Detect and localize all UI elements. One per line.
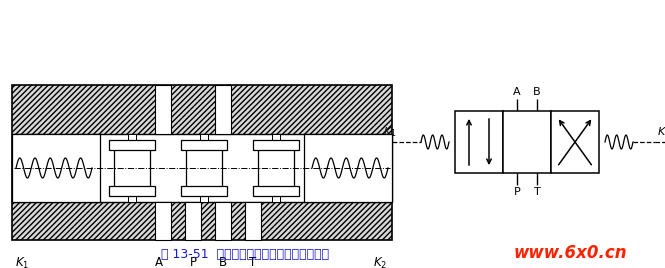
Text: T: T bbox=[249, 256, 257, 268]
Bar bbox=[272, 134, 280, 202]
Bar bbox=[128, 134, 136, 202]
Bar bbox=[200, 134, 208, 202]
Bar bbox=[12, 134, 392, 202]
Bar bbox=[185, 202, 201, 240]
Bar bbox=[215, 202, 231, 240]
Bar bbox=[455, 111, 503, 173]
Bar bbox=[503, 111, 551, 173]
Bar bbox=[245, 202, 261, 240]
Text: P: P bbox=[190, 256, 196, 268]
Text: A: A bbox=[155, 256, 163, 268]
Text: A: A bbox=[513, 87, 521, 97]
Bar bbox=[181, 186, 227, 196]
Bar bbox=[253, 186, 299, 196]
Bar bbox=[551, 111, 599, 173]
Text: $K_1$: $K_1$ bbox=[384, 125, 397, 139]
Text: T: T bbox=[533, 187, 541, 197]
Bar bbox=[155, 202, 171, 240]
Bar bbox=[114, 146, 150, 190]
Text: B: B bbox=[533, 87, 541, 97]
Bar bbox=[155, 85, 171, 134]
Bar bbox=[215, 85, 231, 134]
Bar bbox=[253, 140, 299, 150]
Bar bbox=[109, 140, 155, 150]
Bar bbox=[304, 134, 392, 202]
Bar bbox=[181, 140, 227, 150]
Bar bbox=[258, 146, 294, 190]
Text: www.6x0.cn: www.6x0.cn bbox=[513, 244, 627, 262]
Text: 图 13-51  三位四通液动换向阀的工作原理图: 图 13-51 三位四通液动换向阀的工作原理图 bbox=[161, 248, 329, 260]
Text: B: B bbox=[219, 256, 227, 268]
Bar bbox=[12, 85, 392, 240]
Bar bbox=[186, 146, 222, 190]
Text: P: P bbox=[513, 187, 521, 197]
Text: $K_2$: $K_2$ bbox=[373, 256, 387, 268]
Text: $K_1$: $K_1$ bbox=[15, 256, 29, 268]
Bar bbox=[12, 134, 100, 202]
Text: $K_2$: $K_2$ bbox=[657, 125, 665, 139]
Bar bbox=[109, 186, 155, 196]
